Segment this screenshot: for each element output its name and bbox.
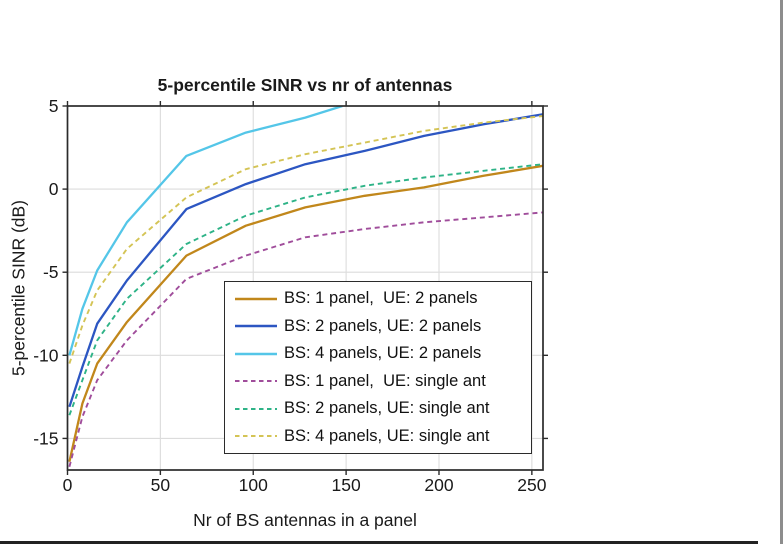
legend-item-3: BS: 1 panel, UE: single ant [234,368,527,394]
series-line-0 [68,164,543,462]
legend-line-sample [235,297,277,300]
y-tick-label: -10 [33,345,59,365]
x-axis-label: Nr of BS antennas in a panel [193,510,417,530]
legend-item-0: BS: 1 panel, UE: 2 panels [234,286,527,312]
legend-item-label: BS: 4 panels, UE: 2 panels [284,344,482,363]
legend-item-label: BS: 1 panel, UE: 2 panels [284,289,478,308]
legend-line-sample [235,325,277,328]
legend-item-label: BS: 1 panel, UE: single ant [284,371,486,390]
legend-item-label: BS: 2 panels, UE: 2 panels [284,316,482,335]
page-right-edge-line [780,0,783,544]
series-line-4 [68,163,543,416]
y-tick-label: 0 [49,179,59,199]
page-bottom-edge-line [0,541,758,544]
legend-item-5: BS: 4 panels, UE: single ant [234,423,527,449]
series-line-1 [68,113,543,408]
x-tick-label: 50 [151,475,171,495]
axes-box [66,105,544,471]
y-tick-label: -15 [33,428,58,448]
x-tick-label: 250 [517,475,546,495]
legend-item-2: BS: 4 panels, UE: 2 panels [234,341,527,367]
y-tick-label: -5 [43,262,59,282]
x-tick-label: 100 [239,475,268,495]
legend-line-sample [235,352,277,355]
legend-item-4: BS: 2 panels, UE: single ant [234,396,527,422]
legend-item-1: BS: 2 panels, UE: 2 panels [234,313,527,339]
legend-line-sample [235,407,277,410]
legend-item-label: BS: 2 panels, UE: single ant [284,399,490,418]
series-line-2 [68,106,343,356]
x-tick-label: 0 [63,475,73,495]
y-axis-label: 5-percentile SINR (dB) [8,199,29,377]
legend-line-sample [235,435,277,438]
x-tick-label: 150 [332,475,361,495]
y-tick-label: 5 [49,96,59,116]
legend-line-sample [235,380,277,383]
chart-title: 5-percentile SINR vs nr of antennas [157,75,453,95]
x-tick-label: 200 [424,475,453,495]
legend-box: BS: 1 panel, UE: 2 panels BS: 2 panels, U… [224,281,532,454]
legend-item-label: BS: 4 panels, UE: single ant [284,426,490,445]
series-line-5 [68,115,543,364]
